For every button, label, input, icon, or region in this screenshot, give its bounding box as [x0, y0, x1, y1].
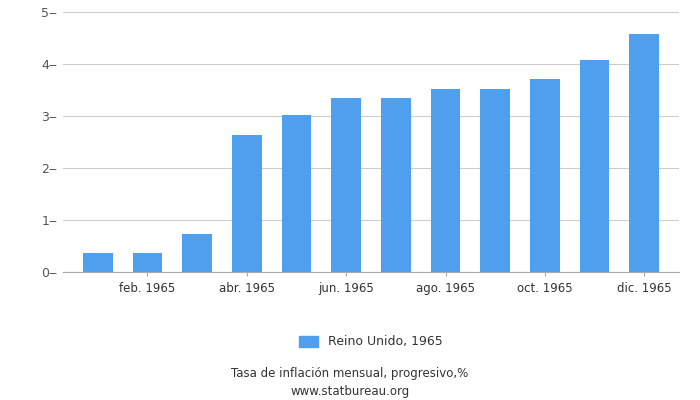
Bar	[381, 98, 411, 272]
Text: www.statbureau.org: www.statbureau.org	[290, 385, 410, 398]
Bar	[83, 253, 113, 272]
Bar	[430, 89, 461, 272]
Bar	[182, 234, 212, 272]
Bar	[530, 79, 560, 272]
Bar	[132, 253, 162, 272]
Bar	[629, 34, 659, 272]
Bar	[580, 60, 610, 272]
Bar	[232, 135, 262, 272]
Legend: Reino Unido, 1965: Reino Unido, 1965	[300, 336, 442, 348]
Bar	[331, 98, 361, 272]
Bar	[281, 116, 312, 272]
Bar	[480, 89, 510, 272]
Text: Tasa de inflación mensual, progresivo,%: Tasa de inflación mensual, progresivo,%	[232, 368, 468, 380]
